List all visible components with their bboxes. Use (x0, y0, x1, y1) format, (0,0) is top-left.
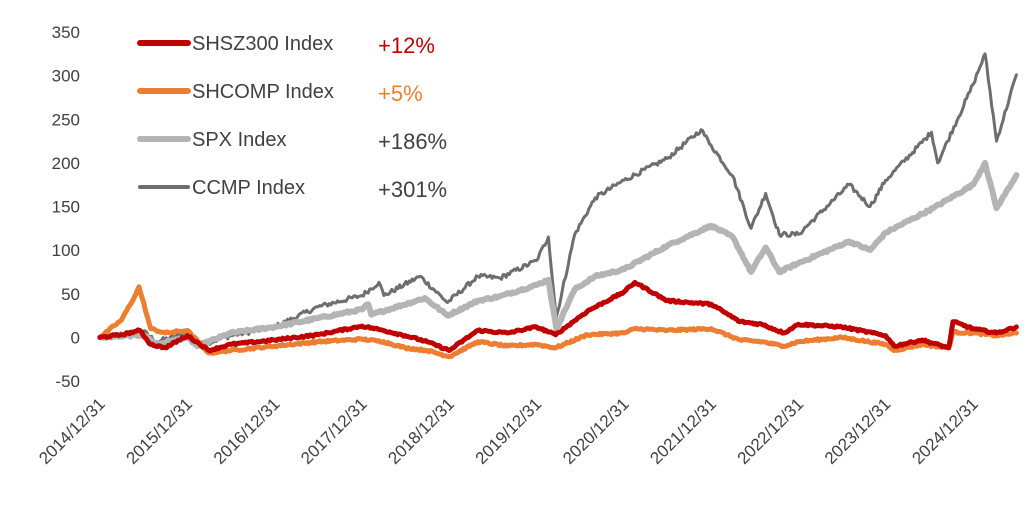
series-line-shsz300 (97, 279, 1019, 354)
legend-change-value: +12% (378, 33, 435, 58)
y-tick-label: 200 (52, 154, 80, 173)
y-tick-label: 300 (52, 67, 80, 86)
legend-change-value: +301% (378, 177, 447, 202)
x-tick-label: 2016/12/31 (210, 394, 284, 468)
x-tick-label: 2022/12/31 (734, 394, 808, 468)
x-tick-label: 2018/12/31 (384, 394, 458, 468)
x-tick-label: 2019/12/31 (472, 394, 546, 468)
y-tick-label: 0 (71, 328, 80, 347)
x-tick-label: 2020/12/31 (559, 394, 633, 468)
y-tick-label: 250 (52, 110, 80, 129)
x-tick-label: 2024/12/31 (908, 394, 982, 468)
legend-label: SHSZ300 Index (192, 33, 333, 55)
legend-label: SHCOMP Index (192, 81, 334, 103)
legend-label: SPX Index (192, 129, 287, 151)
x-tick-label: 2015/12/31 (122, 394, 196, 468)
series-line-spx (97, 159, 1020, 350)
x-tick-label: 2021/12/31 (646, 394, 720, 468)
legend-label: CCMP Index (192, 177, 305, 199)
legend-change-value: +186% (378, 129, 447, 154)
x-tick-label: 2023/12/31 (821, 394, 895, 468)
x-tick-label: 2017/12/31 (297, 394, 371, 468)
x-tick-label: 2014/12/31 (35, 394, 109, 468)
y-tick-label: 150 (52, 198, 80, 217)
y-tick-label: 350 (52, 23, 80, 42)
y-tick-label: -50 (55, 372, 80, 391)
y-tick-label: 100 (52, 241, 80, 260)
series-lines (97, 52, 1020, 360)
legend: SHSZ300 Index +12% SHCOMP Index +5% SPX Inde… (137, 33, 447, 202)
legend-change-value: +5% (378, 81, 423, 106)
y-tick-label: 50 (61, 285, 80, 304)
series-line-shcomp (97, 284, 1019, 360)
